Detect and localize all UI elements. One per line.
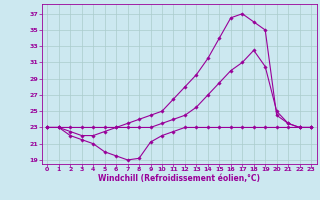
X-axis label: Windchill (Refroidissement éolien,°C): Windchill (Refroidissement éolien,°C): [98, 174, 260, 183]
